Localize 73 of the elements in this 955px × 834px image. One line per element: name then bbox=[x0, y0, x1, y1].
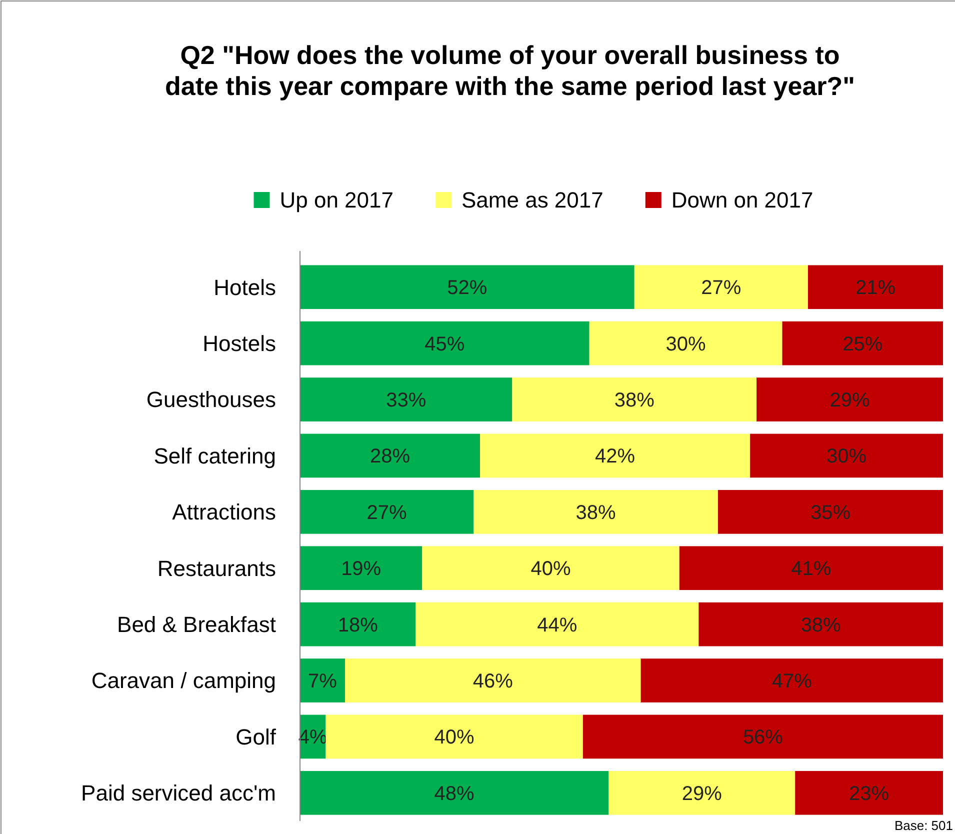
bar bbox=[345, 658, 641, 702]
data-label: 45% bbox=[424, 333, 465, 356]
bar bbox=[300, 546, 422, 590]
data-label: 30% bbox=[666, 333, 706, 356]
bar bbox=[300, 602, 416, 646]
data-label: 38% bbox=[614, 390, 655, 412]
bar bbox=[326, 714, 583, 759]
data-label: 40% bbox=[434, 726, 475, 749]
bar bbox=[640, 658, 943, 702]
data-label: 29% bbox=[682, 782, 722, 805]
bar bbox=[582, 714, 943, 759]
bar bbox=[512, 378, 757, 422]
bar bbox=[795, 770, 943, 815]
bar bbox=[808, 265, 943, 310]
bar bbox=[422, 546, 680, 590]
legend-label: Same as 2017 bbox=[462, 188, 604, 213]
bar bbox=[718, 490, 943, 534]
data-label: 48% bbox=[434, 782, 475, 805]
data-label: 52% bbox=[447, 277, 488, 300]
data-label: 18% bbox=[338, 614, 378, 636]
bar bbox=[474, 490, 718, 534]
bar bbox=[782, 321, 943, 366]
y-tick-label: Bed & Breakfast bbox=[117, 612, 276, 637]
y-tick-label: Caravan / camping bbox=[91, 668, 276, 694]
legend-label: Down on 2017 bbox=[671, 188, 814, 213]
data-label: 7% bbox=[308, 670, 338, 692]
data-label: 35% bbox=[810, 502, 851, 524]
data-label: 21% bbox=[855, 277, 896, 300]
data-label: 25% bbox=[842, 333, 883, 356]
data-label: 56% bbox=[742, 726, 784, 749]
bar bbox=[300, 321, 590, 366]
y-tick-label: Restaurants bbox=[157, 556, 276, 581]
bar bbox=[300, 770, 609, 815]
y-tick-label: Self catering bbox=[154, 443, 276, 468]
y-tick-label: Hostels bbox=[202, 331, 276, 356]
bar bbox=[300, 658, 346, 702]
data-label: 28% bbox=[370, 446, 410, 468]
y-tick-label: Golf bbox=[236, 724, 277, 750]
data-label: 27% bbox=[701, 277, 742, 300]
bar bbox=[300, 265, 634, 310]
data-label: 30% bbox=[826, 446, 867, 468]
bar bbox=[416, 602, 699, 646]
data-label: 47% bbox=[772, 670, 812, 692]
data-label: 27% bbox=[366, 502, 408, 524]
data-label: 38% bbox=[576, 502, 616, 524]
legend-label: Up on 2017 bbox=[280, 188, 394, 213]
bar bbox=[300, 434, 480, 478]
data-label: 40% bbox=[530, 558, 571, 580]
data-label: 33% bbox=[386, 390, 426, 412]
data-label: 41% bbox=[791, 558, 832, 580]
bar bbox=[750, 434, 943, 478]
data-label: 19% bbox=[341, 558, 382, 580]
bar bbox=[300, 378, 512, 422]
bar bbox=[608, 770, 796, 815]
bar bbox=[480, 434, 750, 478]
bar bbox=[300, 490, 474, 534]
data-label: 29% bbox=[830, 390, 870, 412]
y-tick-label: Guesthouses bbox=[146, 387, 276, 412]
bar bbox=[634, 265, 808, 310]
data-label: 42% bbox=[595, 446, 636, 468]
y-tick-label: Attractions bbox=[172, 500, 276, 525]
chart-title: Q2 "How does the volume of your overall business to date this year compare with the same period last year?" bbox=[164, 40, 856, 101]
bar bbox=[679, 546, 943, 590]
y-tick-label: Paid serviced acc'm bbox=[81, 780, 276, 806]
data-label: 44% bbox=[537, 614, 578, 636]
data-label: 46% bbox=[472, 670, 514, 692]
y-tick-label: Hotels bbox=[214, 274, 276, 300]
bar bbox=[756, 378, 943, 422]
annotation: Base: 501 bbox=[894, 818, 953, 833]
bar bbox=[589, 321, 782, 366]
bar bbox=[698, 602, 943, 646]
data-label: 23% bbox=[849, 782, 890, 805]
data-label: 38% bbox=[800, 614, 842, 636]
